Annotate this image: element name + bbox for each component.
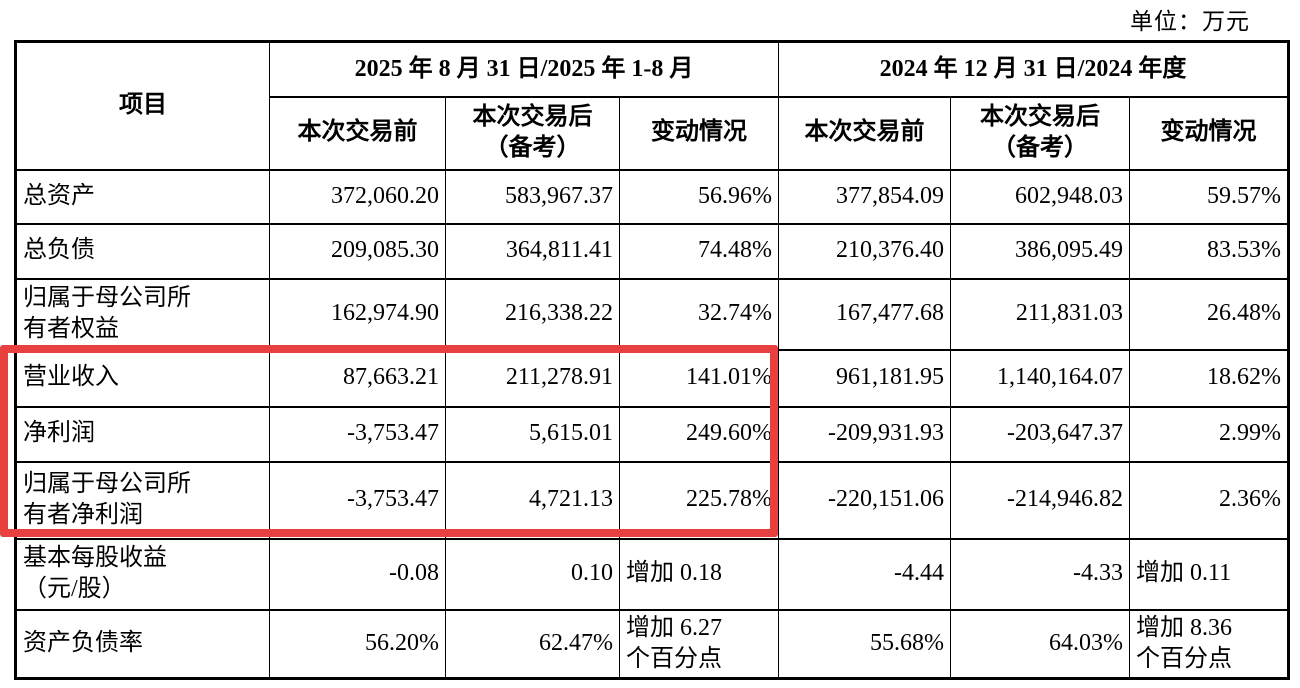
- cell-value: -0.08: [269, 537, 446, 611]
- cell-value: -203,647.37: [950, 405, 1130, 463]
- subheader-pre-transaction-2025: 本次交易前: [269, 95, 446, 171]
- cell-value: -214,946.82: [950, 460, 1130, 540]
- row-label: 营业收入: [15, 348, 270, 408]
- subheader-post-transaction-2024: 本次交易后 （备考）: [950, 95, 1130, 171]
- cell-value: 377,854.09: [778, 168, 951, 225]
- subheader-post-transaction-2025: 本次交易后 （备考）: [445, 95, 620, 171]
- cell-value: 18.62%: [1129, 348, 1289, 408]
- cell-value: 1,140,164.07: [950, 348, 1130, 408]
- cell-value: 209,085.30: [269, 222, 446, 280]
- cell-value: -3,753.47: [269, 405, 446, 463]
- cell-value: 162,974.90: [269, 277, 446, 351]
- table-row: 基本每股收益 （元/股） -0.08 0.10 增加 0.18 -4.44 -4.33 增加…: [15, 537, 1289, 611]
- cell-value: 56.20%: [269, 608, 446, 680]
- row-label: 资产负债率: [15, 608, 270, 680]
- subheader-pre-transaction-2024: 本次交易前: [778, 95, 951, 171]
- row-label: 总资产: [15, 168, 270, 225]
- cell-value: 83.53%: [1129, 222, 1289, 280]
- cell-value: 211,831.03: [950, 277, 1130, 351]
- subheader-change-2024: 变动情况: [1129, 95, 1289, 171]
- table-header: 项目 2025 年 8 月 31 日/2025 年 1-8 月 2024 年 1…: [15, 40, 1289, 171]
- cell-value: 74.48%: [619, 222, 779, 280]
- cell-value: 32.74%: [619, 277, 779, 351]
- cell-value: -220,151.06: [778, 460, 951, 540]
- cell-value: 4,721.13: [445, 460, 620, 540]
- cell-value: 增加 6.27 个百分点: [619, 608, 779, 680]
- cell-value: 0.10: [445, 537, 620, 611]
- table-row: 资产负债率 56.20% 62.47% 增加 6.27 个百分点 55.68% 64.03…: [15, 608, 1289, 680]
- cell-value: 增加 0.18: [619, 537, 779, 611]
- unit-label: 单位：万元: [1130, 9, 1250, 34]
- cell-value: 87,663.21: [269, 348, 446, 408]
- cell-value: 386,095.49: [950, 222, 1130, 280]
- item-column-header: 项目: [15, 40, 270, 171]
- row-label: 净利润: [15, 405, 270, 463]
- cell-value: 增加 8.36 个百分点: [1129, 608, 1289, 680]
- table-body: 总资产 372,060.20 583,967.37 56.96% 377,854.09 6…: [15, 168, 1289, 680]
- cell-value: 583,967.37: [445, 168, 620, 225]
- table-row: 归属于母公司所 有者权益 162,974.90 216,338.22 32.74% 16…: [15, 277, 1289, 351]
- table-row: 营业收入 87,663.21 211,278.91 141.01% 961,181.95…: [15, 348, 1289, 408]
- cell-value: 211,278.91: [445, 348, 620, 408]
- cell-value: -4.33: [950, 537, 1130, 611]
- cell-value: 225.78%: [619, 460, 779, 540]
- cell-value: 55.68%: [778, 608, 951, 680]
- cell-value: 961,181.95: [778, 348, 951, 408]
- cell-value: 5,615.01: [445, 405, 620, 463]
- cell-value: 602,948.03: [950, 168, 1130, 225]
- financial-comparison-table: 项目 2025 年 8 月 31 日/2025 年 1-8 月 2024 年 1…: [14, 40, 1290, 680]
- period-2025-header: 2025 年 8 月 31 日/2025 年 1-8 月: [269, 40, 779, 98]
- cell-value: 364,811.41: [445, 222, 620, 280]
- cell-value: 2.99%: [1129, 405, 1289, 463]
- cell-value: 2.36%: [1129, 460, 1289, 540]
- cell-value: 249.60%: [619, 405, 779, 463]
- row-label: 归属于母公司所 有者权益: [15, 277, 270, 351]
- cell-value: 56.96%: [619, 168, 779, 225]
- cell-value: 59.57%: [1129, 168, 1289, 225]
- cell-value: 141.01%: [619, 348, 779, 408]
- header-sub-row: 本次交易前 本次交易后 （备考） 变动情况 本次交易前 本次交易后 （备考） 变…: [16, 95, 1289, 171]
- period-2024-header: 2024 年 12 月 31 日/2024 年度: [778, 40, 1289, 98]
- cell-value: 167,477.68: [778, 277, 951, 351]
- row-label: 归属于母公司所 有者净利润: [15, 460, 270, 540]
- table-row: 净利润 -3,753.47 5,615.01 249.60% -209,931.93 -2…: [15, 405, 1289, 463]
- table-row: 总资产 372,060.20 583,967.37 56.96% 377,854.09 6…: [15, 168, 1289, 225]
- row-label: 基本每股收益 （元/股）: [15, 537, 270, 611]
- cell-value: 372,060.20: [269, 168, 446, 225]
- table-row: 归属于母公司所 有者净利润 -3,753.47 4,721.13 225.78% -22…: [15, 460, 1289, 540]
- cell-value: 62.47%: [445, 608, 620, 680]
- cell-value: -3,753.47: [269, 460, 446, 540]
- row-label: 总负债: [15, 222, 270, 280]
- subheader-change-2025: 变动情况: [619, 95, 779, 171]
- cell-value: 26.48%: [1129, 277, 1289, 351]
- header-group-row: 项目 2025 年 8 月 31 日/2025 年 1-8 月 2024 年 1…: [15, 40, 1289, 171]
- cell-value: 增加 0.11: [1129, 537, 1289, 611]
- cell-value: -4.44: [778, 537, 951, 611]
- cell-value: 216,338.22: [445, 277, 620, 351]
- cell-value: 210,376.40: [778, 222, 951, 280]
- cell-value: -209,931.93: [778, 405, 951, 463]
- table-row: 总负债 209,085.30 364,811.41 74.48% 210,376.40 3…: [15, 222, 1289, 280]
- cell-value: 64.03%: [950, 608, 1130, 680]
